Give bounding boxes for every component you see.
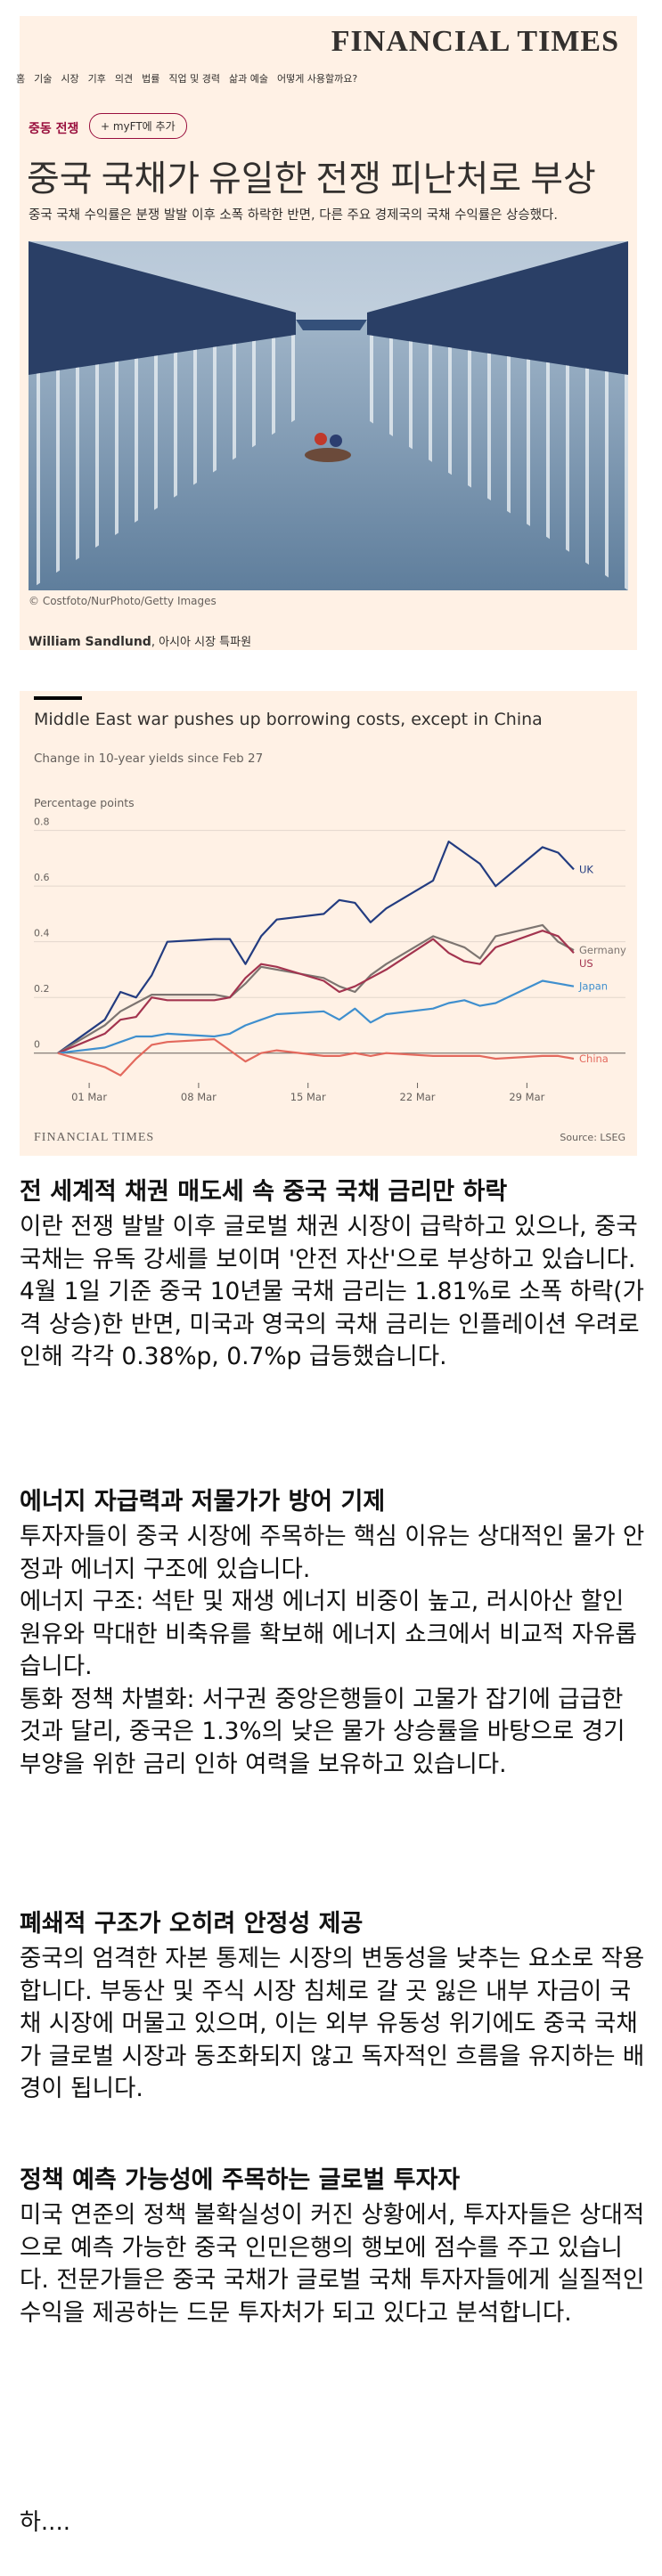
- follow-button[interactable]: + myFT에 추가: [89, 113, 187, 139]
- y-tick-label: 0.8: [34, 817, 50, 828]
- nav-item[interactable]: 삶과 예술: [228, 73, 268, 85]
- chart-subtitle: Change in 10-year yields since Feb 27: [34, 752, 263, 766]
- legend-label: US: [579, 957, 593, 970]
- photo: [29, 241, 628, 590]
- series-line: [57, 1038, 575, 1077]
- section-heading: 정책 예측 가능성에 주목하는 글로벌 투자자: [20, 2166, 461, 2194]
- series-line: [57, 841, 575, 1054]
- legend-label: Germany: [579, 944, 626, 956]
- chart: Middle East war pushes up borrowing cost…: [34, 696, 626, 1144]
- series-line: [57, 930, 575, 1054]
- nav-item[interactable]: 의견: [114, 73, 134, 85]
- paragraph: 투자자들이 중국 시장에 주목하는 핵심 이유는 상대적인 물가 안정과 에너지…: [20, 1523, 645, 1583]
- section-heading: 전 세계적 채권 매도세 속 중국 국채 금리만 하락: [20, 1178, 508, 1206]
- nav-item[interactable]: 법률: [142, 73, 160, 85]
- nav-item[interactable]: 시장: [61, 73, 79, 85]
- nav-item[interactable]: 기후: [87, 73, 106, 85]
- standfirst: 중국 국채 수익률은 분쟁 발발 이후 소폭 하락한 반면, 다른 주요 경제국…: [29, 208, 559, 223]
- series-line: [57, 979, 575, 1054]
- x-tick-label: 29 Mar: [509, 1091, 544, 1103]
- x-tick-label: 15 Mar: [290, 1091, 326, 1103]
- chart-card: Middle East war pushes up borrowing cost…: [20, 691, 637, 1156]
- author-name[interactable]: William Sandlund: [29, 635, 151, 649]
- paragraph: 이란 전쟁 발발 이후 글로벌 채권 시장이 급락하고 있으나, 중국 국채는 …: [20, 1213, 644, 1370]
- y-axis-label: Percentage points: [34, 796, 135, 809]
- series-line: [57, 923, 575, 1054]
- legend-label: China: [579, 1052, 609, 1065]
- paragraph: 중국의 엄격한 자본 통제는 시장의 변동성을 낮추는 요소로 작용합니다. 부…: [20, 1945, 645, 2102]
- post-footer: 하....: [20, 2509, 70, 2536]
- chart-title: Middle East war pushes up borrowing cost…: [34, 710, 543, 729]
- y-tick-label: 0: [34, 1039, 40, 1051]
- paragraph: 미국 연준의 정책 불확실성이 커진 상황에서, 투자자들은 상대적으로 예측 …: [20, 2201, 645, 2327]
- x-tick-label: 08 Mar: [181, 1091, 217, 1103]
- ft-article-card: FINANCIAL TIMES 홈 기술 시장 기후 의견 법률 직업 및 경력 삶과 예술 어…: [16, 16, 637, 650]
- legend-label: UK: [579, 863, 593, 875]
- photo-credit: © Costfoto/NurPhoto/Getty Images: [29, 595, 217, 607]
- chart-brand: FINANCIAL TIMES: [34, 1131, 154, 1144]
- masthead: FINANCIAL TIMES: [331, 25, 619, 58]
- paragraph: 통화 정책 차별화: 서구권 중앙은행들이 고물가 잡기에 급급한 것과 달리,…: [20, 1685, 625, 1778]
- paragraph: 에너지 구조: 석탄 및 재생 에너지 비중이 높고, 러시아산 할인 원유와 …: [20, 1588, 637, 1680]
- topic-tag[interactable]: 중동 전쟁: [29, 122, 79, 136]
- nav-item[interactable]: 기술: [34, 73, 53, 85]
- nav-item[interactable]: 홈: [16, 73, 26, 85]
- nav-bar: 홈 기술 시장 기후 의견 법률 직업 및 경력 삶과 예술 어떻게 사용할까요?: [16, 71, 366, 85]
- y-tick-label: 0.4: [34, 928, 50, 939]
- x-tick-label: 22 Mar: [400, 1091, 436, 1103]
- nav-item[interactable]: 어떻게 사용할까요?: [276, 73, 358, 85]
- section-heading: 폐쇄적 구조가 오히려 안정성 제공: [20, 1910, 364, 1938]
- nav-item[interactable]: 직업 및 경력: [168, 73, 220, 85]
- section-heading: 에너지 자급력과 저물가가 방어 기제: [20, 1488, 386, 1516]
- legend-label: Japan: [578, 980, 608, 993]
- chart-source: Source: LSEG: [560, 1132, 625, 1143]
- x-tick-label: 01 Mar: [71, 1091, 107, 1103]
- y-tick-label: 0.2: [34, 983, 50, 995]
- byline: William Sandlund, 아시아 시장 특파원: [29, 632, 251, 649]
- chart-accent-bar: [34, 696, 82, 700]
- author-role: , 아시아 시장 특파원: [151, 636, 252, 649]
- y-tick-label: 0.6: [34, 872, 50, 883]
- headline: 중국 국채가 유일한 전쟁 피난처로 부상: [27, 158, 596, 199]
